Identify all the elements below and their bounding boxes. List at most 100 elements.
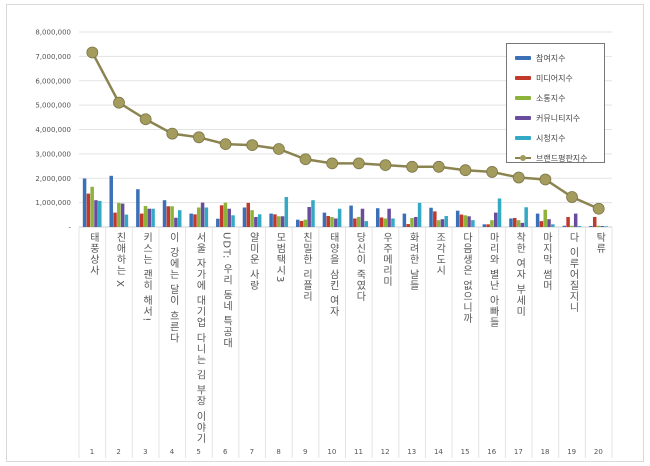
bar-커뮤니티지수-20: [600, 226, 605, 227]
bar-커뮤니티지수-14: [440, 219, 445, 227]
line-point-6: [219, 138, 232, 151]
legend-swatch-icon: [515, 96, 531, 100]
bar-커뮤니티지수-2: [120, 203, 125, 227]
bar-소통지수-2: [117, 202, 121, 227]
x-rank-label: 4: [169, 448, 175, 456]
x-category-label: 얄미운 사랑: [247, 232, 259, 292]
legend-item: 브랜드평판지수: [515, 152, 588, 164]
bar-참여지수-10: [322, 212, 327, 227]
bar-미디어지수-16: [486, 224, 490, 227]
bar-미디어지수-6: [219, 205, 224, 227]
x-category-label: 착한 여자 부세미: [513, 232, 525, 318]
bar-참여지수-11: [349, 205, 353, 227]
bar-참여지수-15: [455, 210, 460, 227]
bar-소통지수-14: [436, 220, 441, 227]
bar-소통지수-19: [570, 225, 574, 227]
line-point-20: [592, 202, 605, 215]
bar-소통지수-17: [516, 220, 521, 227]
line-point-2: [113, 96, 125, 109]
line-point-18: [539, 173, 552, 186]
bar-커뮤니티지수-13: [414, 217, 418, 227]
legend-item: 시청지수: [515, 132, 565, 144]
bar-시청지수-18: [551, 224, 555, 227]
bar-시청지수-5: [204, 207, 209, 227]
bar-커뮤니티지수-5: [200, 202, 205, 227]
bar-미디어지수-19: [566, 217, 570, 227]
bar-시청지수-9: [311, 200, 315, 227]
bar-소통지수-8: [276, 216, 281, 227]
x-rank-label: 18: [540, 448, 550, 456]
bar-참여지수-1: [82, 178, 87, 227]
y-tick-label: 5,000,000: [35, 102, 71, 110]
x-category-label: 다음생은 없으니까: [460, 232, 472, 325]
x-rank-label: 13: [407, 448, 417, 456]
bar-미디어지수-14: [433, 211, 437, 227]
y-tick-label: 7,000,000: [35, 53, 71, 61]
x-rank-label: 1: [89, 448, 95, 456]
bar-시청지수-16: [497, 198, 502, 227]
bar-커뮤니티지수-17: [520, 222, 525, 227]
bar-미디어지수-17: [513, 217, 517, 227]
bar-커뮤니티지수-3: [147, 208, 152, 227]
y-tick-label: 8,000,000: [35, 29, 71, 37]
bar-미디어지수-9: [299, 220, 304, 227]
bar-참여지수-14: [429, 207, 433, 227]
x-rank-label: 14: [433, 448, 443, 456]
y-tick-label: 3,000,000: [35, 150, 71, 158]
x-category-label: 다 이루어질지니: [567, 232, 579, 314]
bar-커뮤니티지수-18: [547, 219, 551, 227]
x-category-label: 당신이 죽였다: [353, 232, 365, 303]
legend-item: 소통지수: [515, 92, 565, 104]
bar-미디어지수-3: [139, 213, 144, 227]
legend-swatch-icon: [515, 116, 531, 120]
bar-미디어지수-11: [353, 218, 357, 227]
bar-미디어지수-10: [326, 216, 330, 227]
bar-소통지수-10: [330, 217, 334, 227]
bar-미디어지수-5: [193, 214, 197, 227]
bar-시청지수-2: [124, 214, 129, 227]
line-point-17: [512, 171, 525, 184]
line-point-10: [326, 157, 339, 170]
bar-소통지수-3: [143, 206, 148, 227]
x-category-label: 마리와 별난 아빠들: [487, 232, 499, 329]
x-category-label: 친애하는 X: [113, 232, 125, 289]
x-category-label: 키스는 괜히 해서!: [140, 232, 152, 323]
x-category-label: UDT: 우리 동네 특공대: [220, 232, 232, 349]
x-rank-label: 5: [196, 448, 201, 456]
y-tick-label: -: [68, 224, 71, 232]
bar-시청지수-10: [337, 208, 342, 227]
x-rank-label: 6: [223, 448, 228, 456]
bar-시청지수-1: [98, 200, 102, 227]
bar-참여지수-7: [242, 207, 247, 227]
x-rank-label: 20: [593, 448, 603, 456]
bar-소통지수-20: [596, 225, 601, 227]
legend-swatch-icon: [515, 136, 531, 140]
legend-item: 참여지수: [515, 52, 565, 64]
bar-소통지수-16: [490, 220, 494, 227]
line-point-3: [139, 113, 152, 126]
bar-시청지수-11: [364, 221, 369, 227]
x-category-label: 모범택시3: [273, 232, 285, 284]
y-tick-label: 6,000,000: [35, 77, 71, 85]
bar-미디어지수-1: [86, 193, 91, 227]
bar-참여지수-20: [589, 226, 593, 227]
x-rank-label: 16: [487, 448, 497, 456]
x-rank-label: 12: [380, 448, 390, 456]
bar-시청지수-6: [231, 215, 235, 227]
line-point-11: [352, 157, 365, 170]
bar-소통지수-5: [197, 207, 201, 227]
line-point-7: [246, 139, 259, 152]
bar-시청지수-7: [257, 214, 262, 227]
bar-커뮤니티지수-19: [573, 213, 578, 227]
bar-커뮤니티지수-11: [360, 208, 365, 227]
bar-소통지수-4: [170, 206, 174, 227]
x-category-label: 우주메리미: [380, 232, 392, 287]
bar-커뮤니티지수-12: [387, 208, 391, 227]
x-category-label: 서울 자가에 대기업 다니는 김 부장 이야기: [193, 232, 205, 445]
bar-미디어지수-12: [379, 217, 384, 227]
bar-참여지수-13: [402, 213, 407, 227]
x-rank-label: 3: [143, 448, 148, 456]
bar-소통지수-13: [410, 217, 414, 227]
bar-참여지수-12: [375, 208, 380, 227]
bar-시청지수-14: [444, 216, 448, 227]
